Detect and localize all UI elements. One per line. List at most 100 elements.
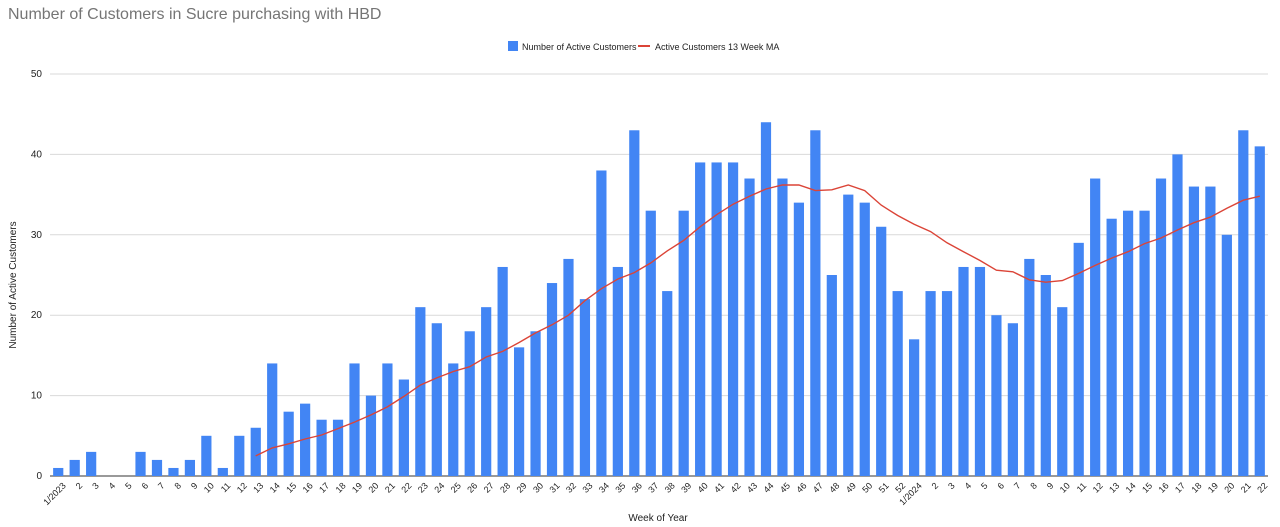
x-tick-label: 41 (712, 481, 726, 495)
x-tick-label: 20 (366, 481, 380, 495)
x-tick-label: 21 (1239, 481, 1253, 495)
x-tick-label: 7 (156, 481, 167, 492)
bar (530, 331, 541, 476)
x-tick-label: 4 (963, 481, 974, 492)
x-tick-label: 17 (1173, 481, 1187, 495)
bar (448, 363, 459, 476)
bar (497, 266, 508, 476)
x-tick-label: 27 (482, 481, 496, 495)
bar (250, 427, 261, 476)
chart-title: Number of Customers in Sucre purchasing … (8, 6, 382, 23)
bar-series (53, 122, 1265, 477)
bar (744, 178, 755, 476)
bar (431, 323, 442, 476)
x-tick-label: 8 (1028, 481, 1039, 492)
x-tick-label: 5 (123, 481, 134, 492)
bar (398, 379, 409, 476)
bar (1139, 210, 1150, 476)
bar (958, 266, 969, 476)
bar (415, 307, 426, 476)
bar (859, 202, 870, 476)
bar (645, 210, 656, 476)
bar (1155, 178, 1167, 476)
bar (267, 363, 278, 476)
bar (579, 299, 591, 476)
moving-average-line (255, 184, 1260, 457)
gridlines (50, 73, 1268, 477)
bar (711, 162, 722, 476)
bar (168, 467, 179, 476)
x-tick-label: 8 (172, 481, 183, 492)
bar (513, 347, 525, 476)
bar (941, 291, 953, 476)
bar (1254, 146, 1265, 477)
x-tick-label: 21 (383, 481, 397, 495)
bar (925, 291, 936, 476)
x-tick-label: 42 (729, 481, 743, 495)
bar (201, 435, 212, 476)
x-tick-label: 5 (979, 481, 990, 492)
bar (53, 467, 64, 476)
bar (184, 459, 196, 476)
x-tick-label: 19 (350, 481, 364, 495)
bar (151, 459, 163, 476)
bar (843, 194, 854, 476)
x-tick-label: 50 (860, 481, 874, 495)
x-tick-label: 23 (416, 481, 430, 495)
x-tick-label: 38 (663, 481, 677, 495)
legend-bar-swatch (508, 41, 518, 51)
x-tick-label: 9 (1045, 481, 1056, 492)
x-tick-label: 15 (1140, 481, 1154, 495)
bar (1007, 323, 1018, 476)
bar (760, 122, 772, 477)
x-tick-label: 40 (696, 481, 710, 495)
bar (563, 258, 574, 476)
x-tick-label: 28 (498, 481, 512, 495)
x-tick-label: 24 (432, 481, 446, 495)
line-series (255, 184, 1260, 457)
bar (332, 419, 344, 476)
bar (481, 307, 492, 476)
legend-line-label: Active Customers 13 Week MA (655, 42, 779, 52)
x-tick-label: 45 (778, 481, 792, 495)
bar (349, 363, 360, 476)
bar (810, 130, 821, 476)
x-tick-label: 36 (630, 481, 644, 495)
x-tick-label: 11 (1075, 481, 1089, 495)
bar (695, 162, 706, 476)
x-axis-label: Week of Year (628, 513, 688, 524)
x-tick-label: 22 (1255, 481, 1269, 495)
x-tick-label: 17 (317, 481, 331, 495)
x-tick-label: 10 (1058, 481, 1072, 495)
bar (662, 291, 673, 476)
bar (1090, 178, 1101, 476)
bar (69, 459, 80, 476)
bar (909, 339, 920, 476)
x-tick-label: 6 (140, 481, 151, 492)
bar (1122, 210, 1134, 476)
x-tick-label: 51 (877, 481, 891, 495)
x-tick-label: 44 (761, 481, 775, 495)
x-tick-label: 47 (811, 481, 825, 495)
bar (1172, 154, 1183, 476)
bar (974, 266, 986, 476)
x-tick-label: 33 (580, 481, 594, 495)
bar (365, 395, 377, 476)
x-tick-label: 49 (844, 481, 858, 495)
x-tick-label: 18 (334, 481, 348, 495)
x-tick-label: 3 (90, 481, 101, 492)
bar (1040, 275, 1051, 476)
x-tick-label: 46 (794, 481, 808, 495)
x-tick-label: 18 (1189, 481, 1203, 495)
x-tick-label: 35 (613, 481, 627, 495)
bar (991, 315, 1002, 476)
y-tick-label: 10 (31, 391, 43, 402)
bar (546, 283, 558, 476)
x-tick-label: 25 (449, 481, 463, 495)
legend: Number of Active Customers Active Custome… (508, 41, 779, 52)
x-tick-label: 13 (251, 481, 265, 495)
y-tick-label: 40 (31, 149, 43, 160)
bar (777, 178, 788, 476)
y-axis-label: Number of Active Customers (8, 221, 19, 348)
